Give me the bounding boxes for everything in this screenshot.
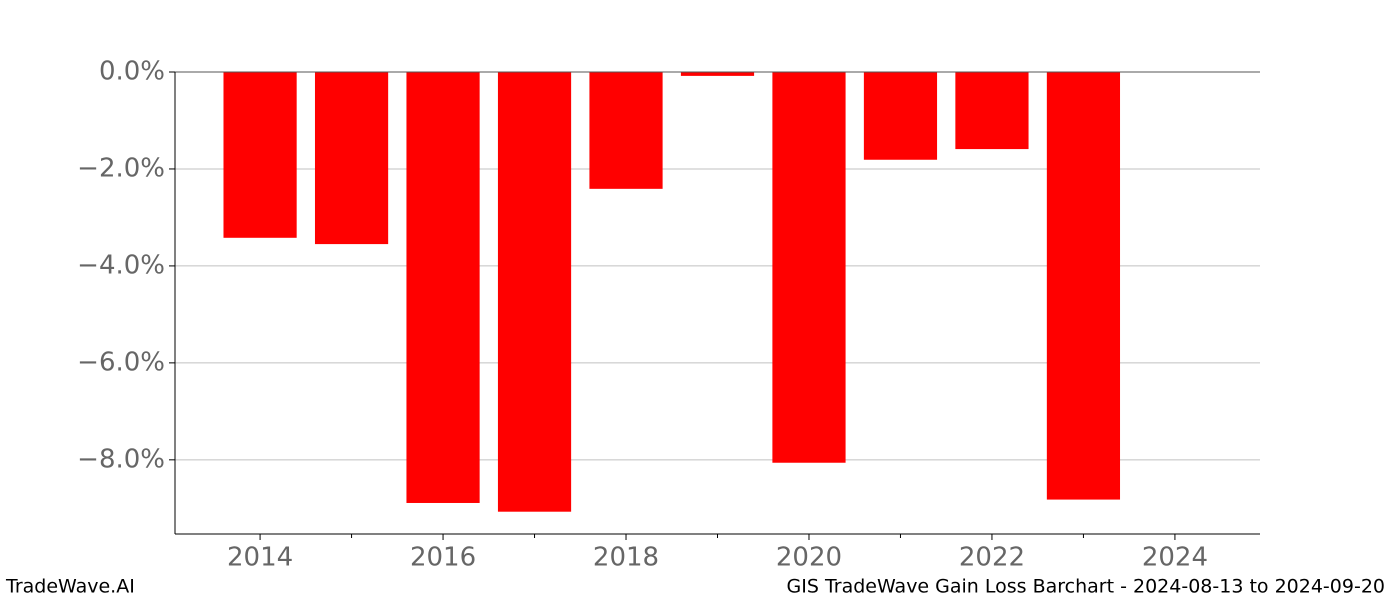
x-tick-label: 2018	[593, 543, 659, 573]
footer-left: TradeWave.AI	[5, 576, 135, 598]
y-tick-label: −6.0%	[77, 347, 165, 377]
x-tick-label: 2016	[410, 543, 476, 573]
y-tick-label: 0.0%	[99, 57, 165, 87]
bar	[497, 72, 572, 512]
bar	[680, 72, 755, 76]
bar	[955, 72, 1029, 150]
y-tick-label: −8.0%	[77, 444, 165, 474]
x-tick-label: 2014	[227, 543, 293, 573]
bar	[772, 72, 846, 463]
footer-right: GIS TradeWave Gain Loss Barchart - 2024-…	[787, 576, 1385, 598]
y-tick-label: −2.0%	[77, 153, 165, 183]
y-tick-label: −4.0%	[77, 250, 165, 280]
bar	[863, 72, 938, 160]
x-tick-label: 2022	[959, 543, 1025, 573]
bar	[1046, 72, 1121, 500]
x-tick-label: 2020	[776, 543, 842, 573]
x-tick-label: 2024	[1142, 543, 1208, 573]
bar	[589, 72, 663, 189]
bar	[314, 72, 389, 245]
bar	[223, 72, 297, 238]
bar	[406, 72, 480, 503]
